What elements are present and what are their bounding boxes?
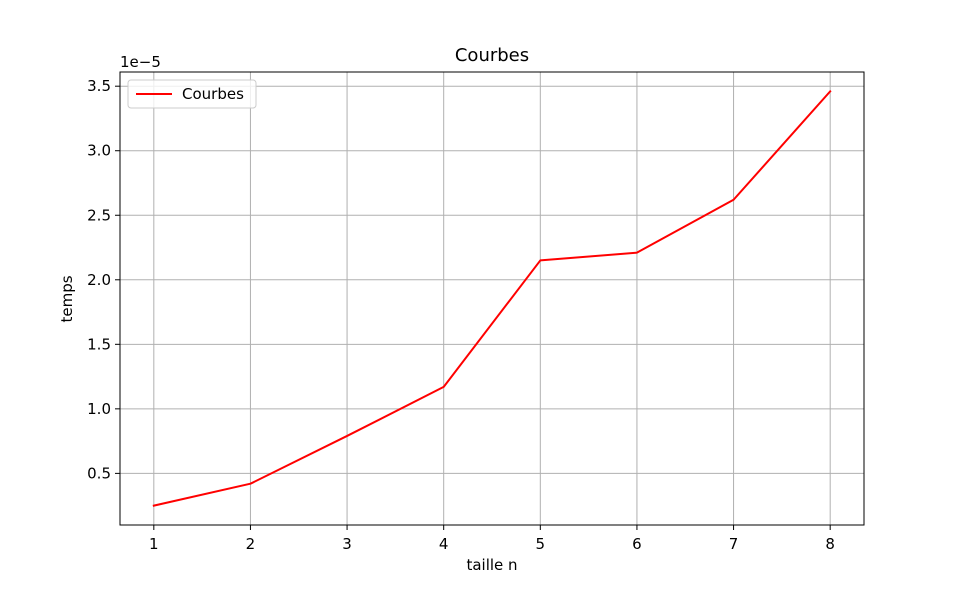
x-tick-label: 7 — [729, 535, 739, 553]
y-tick-label: 3.0 — [87, 142, 111, 160]
grid-lines — [120, 72, 864, 525]
y-axis-offset-label: 1e−5 — [120, 53, 161, 71]
y-tick-label: 1.0 — [87, 400, 111, 418]
x-tick-label: 2 — [246, 535, 256, 553]
x-tick-label: 1 — [149, 535, 159, 553]
chart-title: Courbes — [455, 45, 529, 66]
legend-box — [127, 79, 257, 109]
legend-label: Courbes — [182, 85, 244, 103]
y-tick-label: 0.5 — [87, 464, 111, 482]
y-tick-label: 2.5 — [87, 206, 111, 224]
x-tick-label: 8 — [825, 535, 835, 553]
x-tick-label: 4 — [439, 535, 449, 553]
axis-ticks: 1 2 3 4 5 6 7 8 0.5 1.0 1.5 2.0 2.5 3.0 3.5 — [87, 77, 835, 553]
y-tick-label: 1.5 — [87, 335, 111, 353]
plot-area: 1 2 3 4 5 6 7 8 0.5 1.0 1.5 2.0 2.5 3.0 3.5 — [87, 71, 865, 553]
x-tick-label: 5 — [536, 535, 546, 553]
y-tick-label: 3.5 — [87, 77, 111, 95]
series-line — [152, 89, 832, 507]
plot-frame — [119, 71, 865, 526]
legend: Courbes — [127, 79, 257, 109]
y-tick-label: 2.0 — [87, 271, 111, 289]
x-axis-label: taille n — [466, 556, 517, 574]
x-tick-label: 3 — [342, 535, 352, 553]
series-layer — [152, 89, 832, 507]
y-axis-label: temps — [58, 275, 76, 322]
x-tick-label: 6 — [632, 535, 642, 553]
